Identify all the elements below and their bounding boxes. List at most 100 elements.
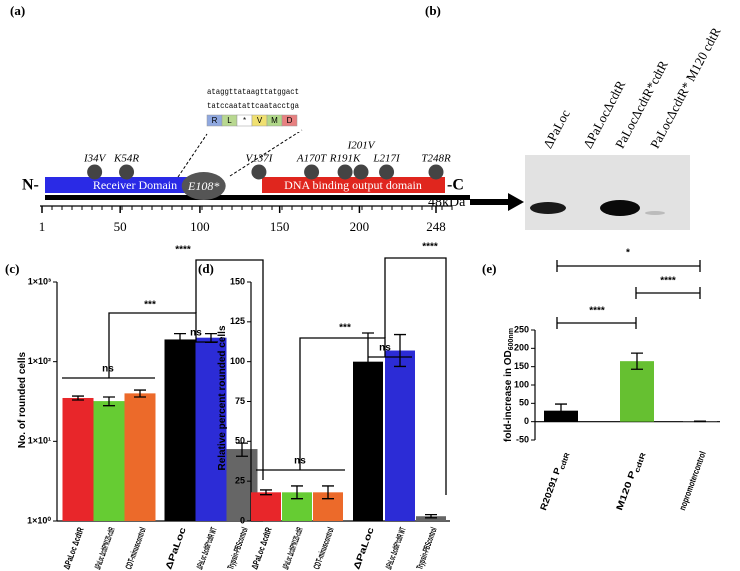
mutation-marker: [428, 164, 444, 180]
y-tick-label: 1×10³: [28, 276, 51, 286]
bar: [620, 361, 654, 422]
y-tick-label: 25: [235, 476, 245, 486]
x-tick-label-text: CDT-minuscontrol: [312, 526, 336, 571]
x-tick-label-text: M120 P: [615, 470, 639, 512]
y-tick-label: 50: [235, 436, 245, 446]
error-bar: [103, 396, 115, 407]
x-tick-label: ΔPaLoc: [164, 526, 188, 571]
x-tick-label: Trypsin-PBScontrol: [415, 526, 439, 571]
mutation-label: K54R: [113, 153, 139, 165]
y-tick-label: 100: [514, 379, 529, 389]
significance-bracket: [195, 259, 264, 480]
mutation-label: T248R: [421, 153, 451, 165]
error-bar: [322, 485, 334, 500]
mutation-marker: [304, 164, 320, 180]
x-tick-label-text: ΔPaLoc ΔcdtR*M120-cdtR: [93, 526, 118, 571]
significance-bracket: [556, 317, 637, 329]
panel-label: (c): [5, 261, 19, 276]
x-tick-label-sub: cdtR: [634, 452, 648, 474]
error-bar: [291, 485, 303, 500]
x-tick-label: ΔPaLoc ΔcdtR*M120-cdtR: [281, 526, 306, 571]
x-tick-label: CDT-minuscontrol: [312, 526, 336, 571]
x-tick-label: nopromotercontrol: [678, 450, 709, 512]
x-tick-label: M120 PcdtR: [615, 450, 648, 513]
bar: [251, 492, 281, 521]
x-tick-label-text: ΔPaLoc ΔcdtR*cdtR WT: [384, 526, 409, 571]
blot-band: [530, 202, 566, 214]
x-tick-label-sub: cdtR: [559, 452, 572, 471]
y-axis-label-sub: 600nm: [508, 328, 515, 350]
x-tick-label-text: ΔPaLoc ΔcdtR*M120-cdtR: [281, 526, 306, 571]
mutation-label: R191K: [329, 153, 361, 165]
significance-bracket: [556, 260, 701, 272]
mutation-label: V137I: [245, 153, 273, 165]
mutation-marker: [353, 164, 369, 180]
error-bar: [260, 489, 272, 496]
bar: [62, 397, 94, 521]
x-tick-label: 200: [350, 219, 370, 234]
marker-arrow-head: [508, 193, 524, 211]
x-tick-label-text: CDT-minuscontrol: [124, 526, 148, 571]
panel-label: (b): [425, 3, 441, 18]
y-tick-label: 1×10²: [28, 356, 51, 366]
marker-label: 48kDa: [428, 195, 466, 210]
significance-label: ***: [339, 323, 351, 334]
y-tick-label: 100: [230, 356, 245, 366]
blot-membrane: [525, 155, 690, 230]
residue: *: [243, 116, 246, 125]
significance-label: ****: [589, 306, 605, 317]
mutation-label: L217I: [372, 153, 401, 165]
bar: [195, 337, 227, 521]
x-tick-label: ΔPaLoc ΔcdtR: [250, 526, 275, 571]
blot-band: [645, 211, 665, 215]
x-tick-label: 50: [114, 219, 127, 234]
error-bar: [174, 332, 186, 348]
residue: V: [257, 116, 263, 125]
dna-sequence: tatccaatattcaatacctga: [207, 102, 299, 111]
y-tick-label: 150: [514, 361, 529, 371]
residue-box: [281, 114, 298, 127]
significance-label: ****: [660, 276, 676, 287]
significance-bracket: [384, 257, 447, 495]
y-tick-label: 0: [240, 515, 245, 525]
residue: D: [287, 116, 293, 125]
bar: [385, 350, 415, 521]
y-tick-label: 200: [514, 343, 529, 353]
y-tick-label: 1×10¹: [28, 436, 51, 446]
truncation-label: E108*: [187, 179, 219, 193]
error-bar: [555, 403, 567, 418]
callout-line: [177, 133, 208, 178]
x-tick-label-text: ΔPaLoc: [164, 526, 188, 571]
y-axis-label-text: fold-increase in OD: [503, 350, 514, 442]
dna-sequence: ataggttataagttatggact: [207, 88, 299, 97]
significance-label: ns: [102, 364, 114, 375]
bar: [93, 401, 125, 521]
error-bar: [236, 442, 248, 457]
y-axis-label: fold-increase in OD600nm: [503, 328, 515, 442]
x-tick-label: 150: [270, 219, 290, 234]
x-tick-label-text: ΔPaLoc: [352, 526, 376, 571]
mutation-marker: [119, 164, 135, 180]
error-bar: [72, 395, 84, 401]
error-bar: [134, 389, 146, 398]
significance-bracket: [635, 287, 701, 299]
mutation-marker: [251, 164, 267, 180]
panel-label: (e): [482, 261, 496, 276]
significance-bracket: [108, 312, 197, 378]
panel-label: (d): [198, 261, 214, 276]
error-bar: [394, 333, 406, 368]
y-tick-label: 75: [235, 396, 245, 406]
x-tick-label: ΔPaLoc: [352, 526, 376, 571]
x-tick-label: 248: [426, 219, 446, 234]
x-tick-label-text: ΔPaLoc ΔcdtR*cdtR WT: [195, 526, 220, 571]
y-axis-label: No. of rounded cells: [17, 352, 28, 449]
x-tick-label: Trypsin-PBScontrol: [226, 526, 250, 571]
x-tick-label: 100: [190, 219, 210, 234]
x-tick-label-text: ΔPaLoc ΔcdtR: [62, 526, 87, 571]
y-tick-label: 0: [524, 416, 529, 426]
significance-label: *: [626, 248, 630, 259]
domain-label: Receiver Domain: [93, 178, 177, 192]
mutation-marker: [379, 164, 395, 180]
c-terminus: -C: [447, 177, 464, 194]
x-tick-label: 1: [39, 219, 46, 234]
